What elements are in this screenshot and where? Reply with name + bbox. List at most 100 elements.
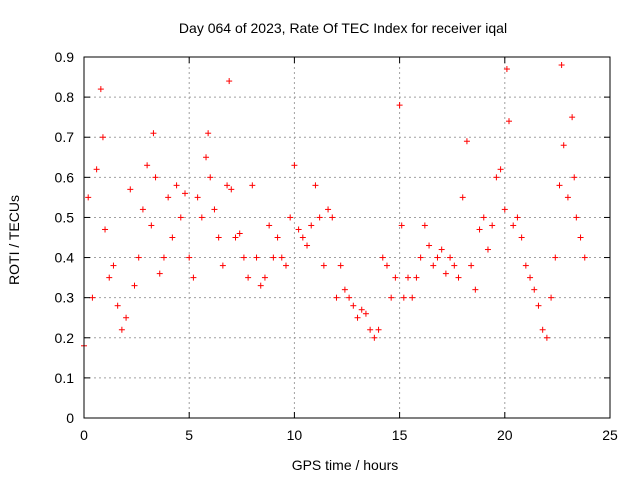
data-point xyxy=(257,282,264,289)
y-axis-label: ROTI / TECUs xyxy=(6,195,22,285)
data-point xyxy=(573,214,580,221)
y-tick-label: 0.9 xyxy=(55,49,75,65)
y-axis-ticks: 0 0.1 0.2 0.3 0.4 0.5 0.6 0.7 0.8 0.9 xyxy=(55,49,610,426)
data-point xyxy=(226,78,233,85)
data-point xyxy=(99,134,106,141)
data-point xyxy=(106,274,113,281)
data-point xyxy=(426,242,433,249)
data-point xyxy=(207,174,214,181)
data-point xyxy=(261,274,268,281)
data-point xyxy=(510,222,517,229)
data-point xyxy=(135,254,142,261)
data-point xyxy=(186,254,193,261)
data-point xyxy=(177,214,184,221)
data-point xyxy=(560,142,567,149)
data-point xyxy=(118,326,125,333)
data-point xyxy=(383,262,390,269)
x-tick-label: 15 xyxy=(392,427,408,443)
data-point xyxy=(388,294,395,301)
data-point xyxy=(417,254,424,261)
data-point xyxy=(333,294,340,301)
data-point xyxy=(341,286,348,293)
data-point xyxy=(123,314,130,321)
data-point xyxy=(421,222,428,229)
data-point xyxy=(160,254,167,261)
data-point xyxy=(299,234,306,241)
data-point xyxy=(249,182,256,189)
data-point xyxy=(169,234,176,241)
data-point xyxy=(156,270,163,277)
data-point xyxy=(127,186,134,193)
data-point xyxy=(531,286,538,293)
grid-lines xyxy=(84,57,610,418)
data-point xyxy=(543,334,550,341)
data-point xyxy=(316,214,323,221)
data-point xyxy=(211,206,218,213)
data-point xyxy=(362,310,369,317)
y-tick-label: 0.2 xyxy=(55,330,75,346)
data-point xyxy=(506,118,513,125)
data-point xyxy=(535,302,542,309)
data-point xyxy=(312,182,319,189)
data-point xyxy=(165,194,172,201)
data-point xyxy=(489,222,496,229)
data-point xyxy=(503,66,510,73)
y-tick-label: 0 xyxy=(66,410,74,426)
data-point xyxy=(144,162,151,169)
data-point xyxy=(358,306,365,313)
data-point xyxy=(110,262,117,269)
data-point xyxy=(480,214,487,221)
data-point xyxy=(522,262,529,269)
data-point xyxy=(398,222,405,229)
plot-frame xyxy=(83,56,611,419)
data-point xyxy=(85,194,92,201)
data-point xyxy=(181,190,188,197)
data-point xyxy=(102,226,109,233)
data-point xyxy=(198,214,205,221)
data-point xyxy=(577,234,584,241)
data-point xyxy=(350,302,357,309)
data-point xyxy=(514,214,521,221)
data-point xyxy=(493,174,500,181)
data-point xyxy=(329,214,336,221)
data-point xyxy=(320,262,327,269)
data-point xyxy=(581,254,588,261)
data-point xyxy=(451,262,458,269)
data-point xyxy=(337,262,344,269)
data-point xyxy=(548,294,555,301)
data-point xyxy=(438,246,445,253)
data-point xyxy=(97,86,104,93)
chart-title: Day 064 of 2023, Rate Of TEC Index for r… xyxy=(179,20,507,36)
y-tick-label: 0.5 xyxy=(55,209,75,225)
y-tick-label: 0.3 xyxy=(55,290,75,306)
data-point xyxy=(571,174,578,181)
y-tick-label: 0.8 xyxy=(55,89,75,105)
data-point xyxy=(203,154,210,161)
y-tick-label: 0.4 xyxy=(55,250,75,266)
data-point xyxy=(205,130,212,137)
data-point xyxy=(131,282,138,289)
data-point xyxy=(367,326,374,333)
data-point xyxy=(539,326,546,333)
data-point xyxy=(484,246,491,253)
y-tick-label: 0.7 xyxy=(55,129,75,145)
data-point xyxy=(232,234,239,241)
data-point xyxy=(371,334,378,341)
x-axis-ticks: 0 5 10 15 20 25 xyxy=(80,57,618,443)
data-point xyxy=(379,254,386,261)
x-tick-label: 5 xyxy=(185,427,193,443)
data-point xyxy=(396,102,403,109)
data-point xyxy=(148,222,155,229)
data-point xyxy=(228,186,235,193)
data-point xyxy=(468,262,475,269)
data-point xyxy=(253,254,260,261)
data-point xyxy=(278,254,285,261)
data-point xyxy=(291,162,298,169)
data-point xyxy=(325,206,332,213)
data-point xyxy=(569,114,576,121)
data-point xyxy=(409,294,416,301)
data-point xyxy=(150,130,157,137)
data-point xyxy=(354,314,361,321)
data-point xyxy=(114,302,121,309)
